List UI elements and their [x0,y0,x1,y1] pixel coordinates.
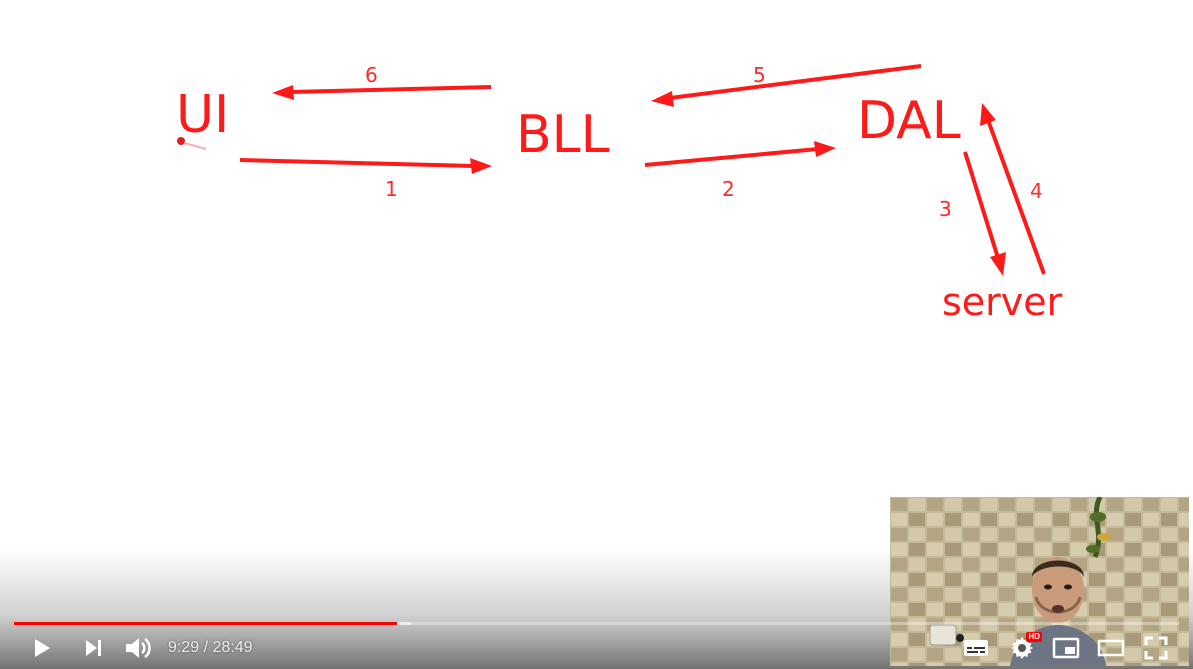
fullscreen-icon [1144,636,1168,660]
progress-played [14,622,398,625]
step-label-1: 1 [385,177,398,201]
arrow-5 [669,64,922,100]
step-label-3: 3 [939,197,952,221]
arrow-3 [963,151,1000,259]
gear-icon [1011,637,1033,659]
progress-bar[interactable] [14,621,1179,626]
step-label-4: 4 [1030,179,1043,203]
arrow-6-head [272,85,294,100]
pen-cursor [177,137,185,145]
miniplayer-button[interactable] [1046,628,1086,668]
hd-badge: HD [1026,632,1042,642]
step-label-5: 5 [753,63,766,87]
next-button[interactable] [74,628,114,668]
fullscreen-button[interactable] [1136,628,1176,668]
theater-icon [1097,639,1125,657]
arrow-6 [290,85,492,94]
subtitles-icon [964,640,988,656]
volume-icon [126,637,151,659]
subtitles-button[interactable] [956,628,996,668]
pen-stroke [183,142,207,150]
arrow-3-head [990,252,1006,276]
node-ui: UI [176,85,229,145]
current-time: 9:29 [168,639,200,656]
duration: 28:49 [212,639,253,656]
progress-track [14,622,1179,625]
arrow-4 [986,119,1046,275]
play-icon [35,639,50,657]
step-label-2: 2 [722,177,735,201]
node-server: server [942,280,1063,324]
mute-button[interactable] [118,628,158,668]
arrow-1 [239,158,475,168]
control-bar: 9:29 / 28:49 HD [0,628,1193,668]
theater-mode-button[interactable] [1091,628,1131,668]
miniplayer-icon [1052,637,1080,659]
step-label-6: 6 [365,63,378,87]
arrow-4-head [980,103,996,126]
arrow-2 [644,147,819,167]
node-dal: DAL [857,91,961,151]
settings-button[interactable]: HD [1002,628,1042,668]
arrow-5-head [651,91,674,107]
arrow-1-head [470,158,492,174]
time-display: 9:29 / 28:49 [168,628,253,668]
time-separator: / [199,639,213,656]
skip-next-icon [86,640,101,656]
arrow-2-head [814,141,836,157]
node-bll: BLL [516,105,610,165]
play-button[interactable] [22,628,62,668]
